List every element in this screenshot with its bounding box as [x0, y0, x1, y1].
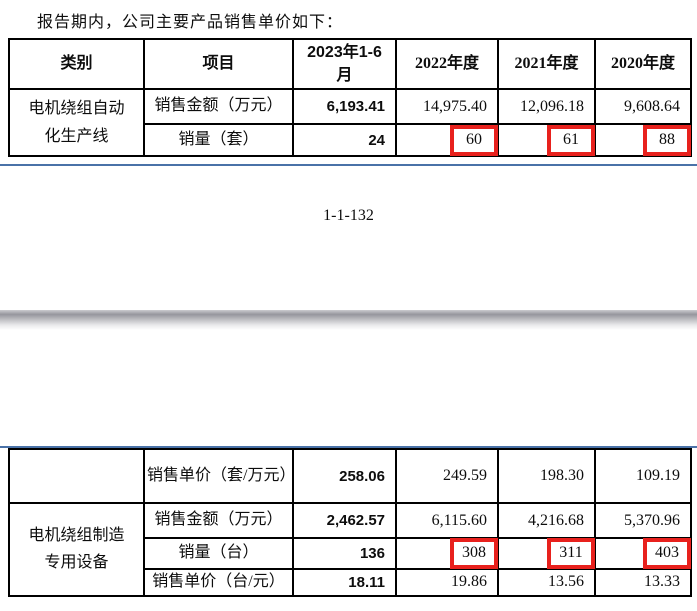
table-row: 销售单价（台/元） 18.11 19.86 13.56 13.33 [9, 568, 692, 597]
highlight-box: 403 [643, 538, 691, 570]
page-edge-line [0, 164, 697, 166]
row-label: 销量（台） [143, 537, 294, 570]
value-cell: 24 [292, 123, 397, 157]
value-cell: 14,975.40 [395, 88, 499, 125]
value-cell: 19.86 [395, 568, 499, 597]
highlight-box: 308 [450, 538, 498, 570]
header-2022: 2022年度 [395, 38, 499, 90]
highlight-box: 60 [450, 124, 498, 156]
value-cell: 13.56 [497, 568, 596, 597]
value-cell: 249.59 [395, 448, 499, 504]
value-cell: 60 [395, 123, 499, 157]
row-label: 销售金额（万元） [143, 88, 294, 125]
value-cell: 6,115.60 [395, 502, 499, 539]
value-cell: 311 [497, 537, 596, 570]
value-cell: 12,096.18 [497, 88, 596, 125]
table-row: 电机绕组制造专用设备 销售金额（万元） 2,462.57 6,115.60 4,… [8, 502, 692, 597]
category-cell: 电机绕组制造专用设备 [8, 502, 145, 597]
category-cell: 电机绕组自动化生产线 [8, 88, 145, 157]
value-cell: 198.30 [497, 448, 596, 504]
table-row: 销售单价（套/万元） 258.06 249.59 198.30 109.19 [8, 448, 692, 504]
value-cell: 4,216.68 [497, 502, 596, 539]
value-cell: 61 [497, 123, 596, 157]
highlight-box: 61 [547, 124, 595, 156]
value-cell: 403 [594, 537, 692, 570]
row-label: 销量（套） [143, 123, 294, 157]
value-cell: 136 [292, 537, 397, 570]
page-number: 1-1-132 [323, 207, 374, 224]
value-cell: 258.06 [292, 448, 397, 504]
category-cell-empty [8, 448, 145, 504]
row-label: 销售单价（台/元） [143, 568, 294, 597]
table-header-row: 类别 项目 2023年1-6月 2022年度 2021年度 2020年度 [8, 38, 692, 90]
row-label: 销售单价（套/万元） [143, 448, 295, 504]
highlight-box: 311 [547, 538, 595, 570]
value-cell: 5,370.96 [594, 502, 692, 539]
value-cell: 18.11 [292, 568, 397, 597]
intro-text: 报告期内，公司主要产品销售单价如下： [37, 14, 344, 31]
highlight-box: 88 [643, 124, 691, 156]
header-2021: 2021年度 [497, 38, 596, 90]
header-category: 类别 [8, 38, 145, 90]
value-cell: 13.33 [594, 568, 692, 597]
value-cell: 308 [395, 537, 499, 570]
header-2020: 2020年度 [594, 38, 692, 90]
table-special-equipment: 销售单价（套/万元） 258.06 249.59 198.30 109.19 电… [8, 448, 692, 597]
row-label: 销售金额（万元） [143, 502, 294, 539]
page-separator [0, 310, 697, 330]
value-cell: 88 [594, 123, 692, 157]
header-2023h1: 2023年1-6月 [292, 38, 397, 90]
value-cell: 2,462.57 [292, 502, 397, 539]
table-production-line: 类别 项目 2023年1-6月 2022年度 2021年度 2020年度 电机绕… [8, 38, 692, 157]
value-cell: 109.19 [594, 448, 692, 504]
table-row: 销量（套） 24 60 61 88 [9, 123, 692, 157]
page-edge-line [0, 446, 697, 448]
value-cell: 6,193.41 [292, 88, 397, 125]
header-item: 项目 [143, 38, 294, 90]
value-cell: 9,608.64 [594, 88, 692, 125]
table-row: 电机绕组自动化生产线 销售金额（万元） 6,193.41 14,975.40 1… [8, 88, 692, 157]
table-row: 销量（台） 136 308 311 403 [9, 537, 692, 570]
